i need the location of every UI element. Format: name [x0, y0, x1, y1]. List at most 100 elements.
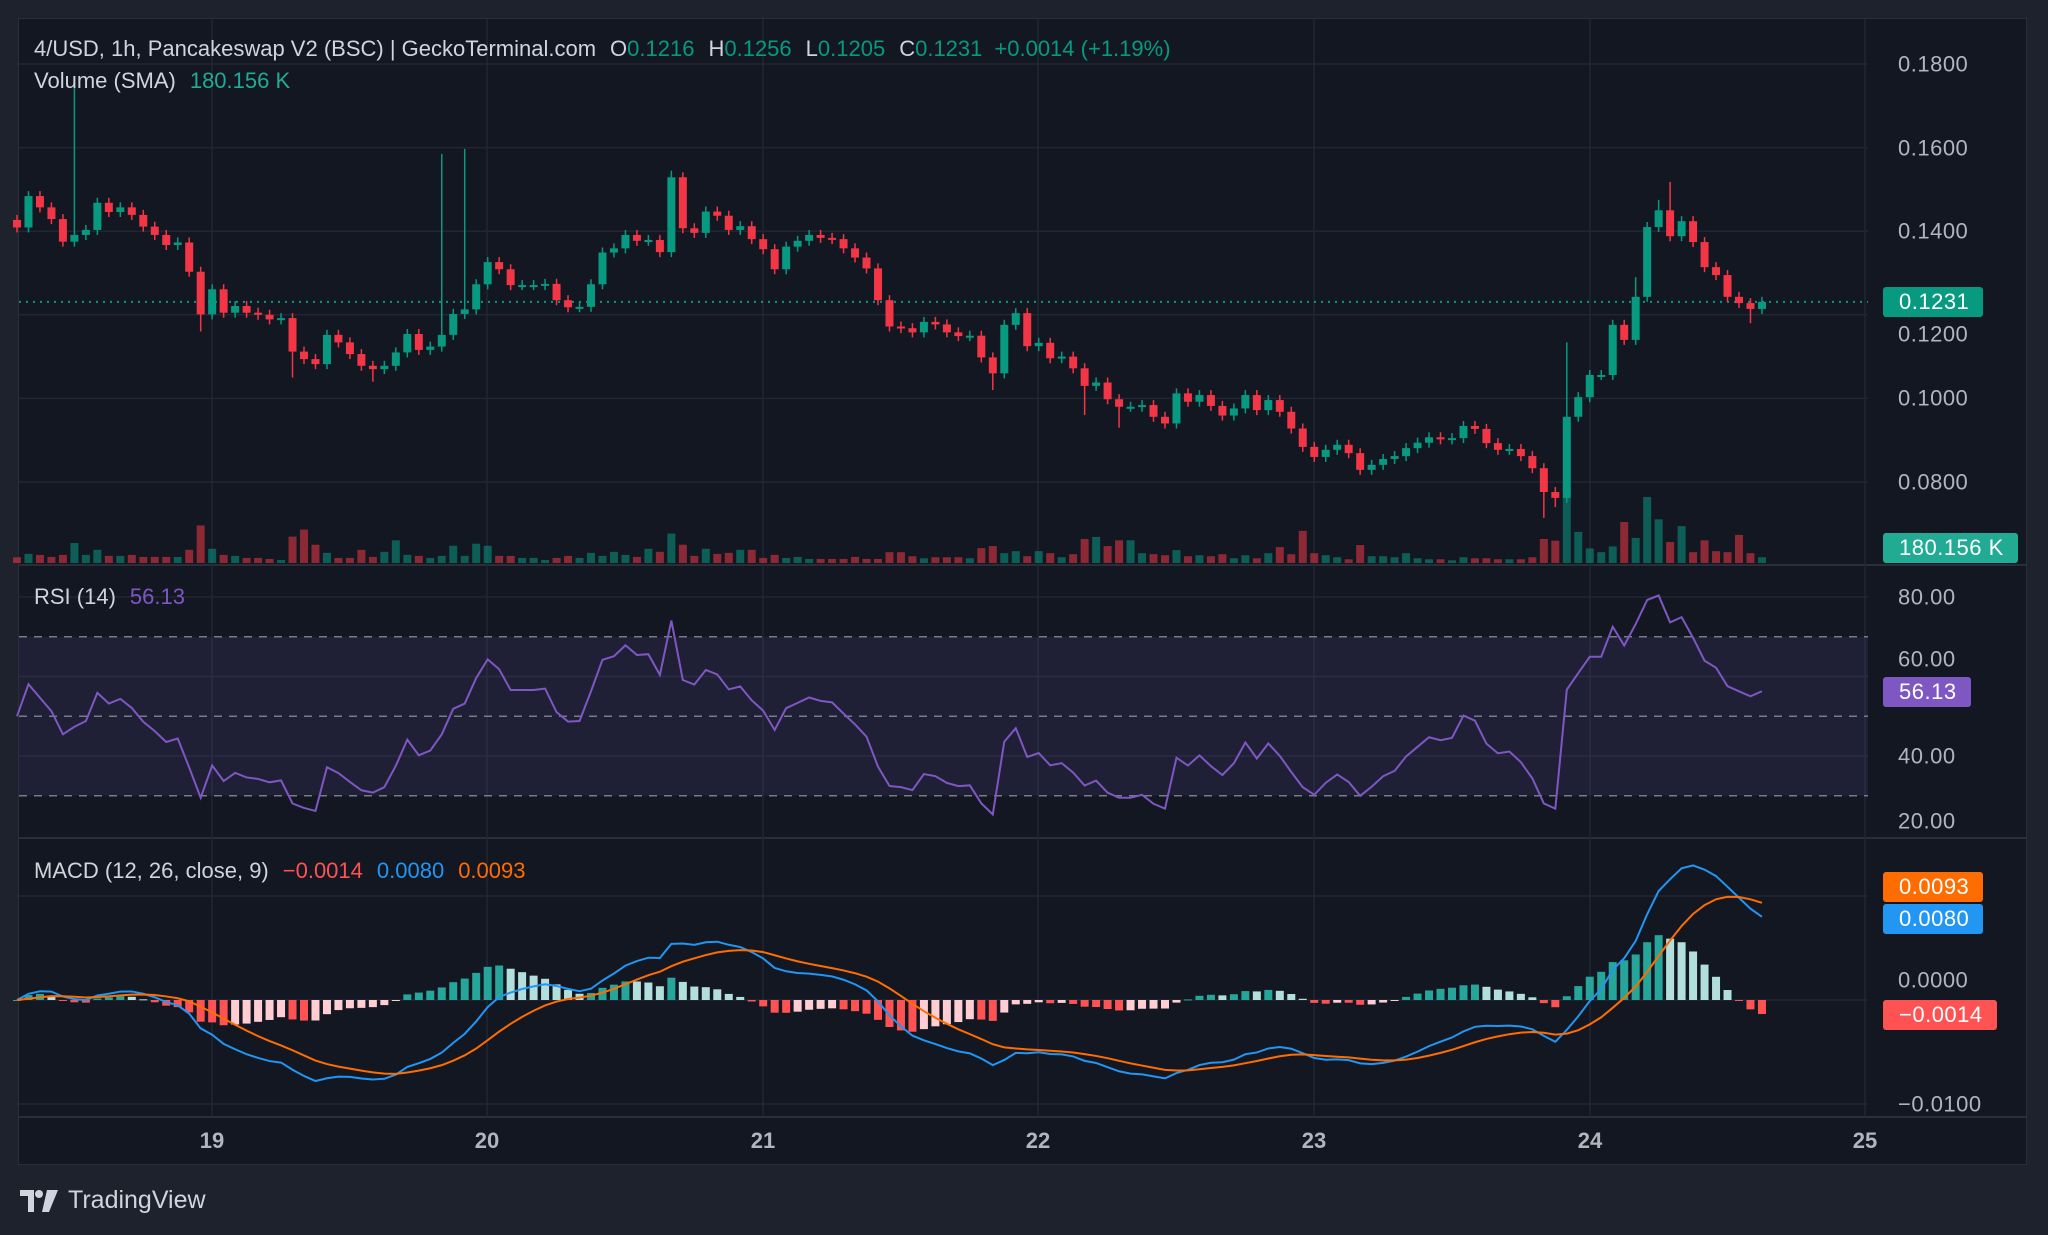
candle-body — [1448, 438, 1456, 441]
volume-bar — [564, 555, 573, 563]
candle-body — [965, 335, 974, 338]
volume-bar — [1620, 522, 1629, 563]
candle-body — [1379, 459, 1388, 465]
macd-histogram-bar — [380, 1000, 389, 1006]
candle-body — [231, 306, 240, 313]
rsi-tick: 40.00 — [1898, 743, 1956, 769]
macd-histogram-bar — [931, 1000, 940, 1027]
candle-body — [483, 262, 492, 285]
candle-body — [1229, 408, 1238, 416]
tradingview-logo[interactable]: TradingView — [20, 1186, 206, 1215]
volume-bar — [1390, 557, 1399, 563]
price-tick: 0.1200 — [1898, 321, 1969, 347]
volume-bar — [311, 544, 320, 563]
volume-bar — [1126, 540, 1135, 563]
volume-bar — [345, 557, 354, 563]
macd-histogram-bar — [1264, 989, 1273, 1000]
candle-body — [196, 271, 205, 315]
volume-bar — [667, 533, 676, 563]
candle-body — [678, 177, 687, 229]
histogram-tag: −0.0014 — [1883, 1000, 1997, 1030]
macd-histogram-bar — [1597, 971, 1606, 1000]
macd-histogram-bar — [47, 995, 56, 1000]
macd-histogram-bar — [322, 1000, 331, 1015]
candle-body — [173, 242, 182, 245]
macd-histogram-bar — [954, 1000, 963, 1023]
macd-histogram-bar — [127, 996, 136, 1000]
macd-histogram-bar — [1448, 987, 1456, 1000]
volume-bar — [701, 548, 710, 563]
candle-body — [426, 346, 435, 350]
volume-bar — [322, 552, 331, 563]
volume-bar — [908, 556, 917, 563]
candle-body — [770, 249, 779, 270]
volume-bar — [828, 558, 837, 563]
volume-bar — [942, 557, 951, 563]
candle-body — [1264, 400, 1273, 411]
candle-body — [644, 239, 653, 242]
volume-bar — [1712, 551, 1721, 563]
macd-histogram-bar — [1585, 976, 1594, 1000]
candle-body — [58, 219, 67, 242]
candle-body — [460, 309, 469, 314]
macd-histogram-bar — [1023, 1000, 1032, 1004]
macd-histogram-bar — [816, 1000, 825, 1009]
volume-bar — [541, 559, 550, 563]
macd-histogram-bar — [1000, 1000, 1009, 1013]
volume-bar — [1000, 553, 1009, 563]
volume-bar — [47, 556, 56, 563]
macd-histogram-bar — [1539, 1000, 1548, 1004]
volume-bar — [1757, 557, 1766, 563]
macd-histogram-bar — [724, 993, 733, 1000]
candle-body — [1689, 221, 1698, 243]
volume-bar — [1310, 553, 1319, 563]
candle-body — [908, 328, 917, 333]
candle-body — [208, 289, 217, 315]
macd-histogram-bar — [472, 972, 481, 1000]
candle-body — [1080, 368, 1089, 386]
macd-histogram-bar — [24, 995, 33, 1000]
candle-body — [896, 326, 905, 329]
macd-histogram-bar — [862, 1000, 871, 1014]
macd-histogram-bar — [678, 981, 687, 1000]
volume-bar — [1643, 497, 1652, 563]
volume-bar — [1080, 538, 1089, 563]
main-legend: 4/USD, 1h, Pancakeswap V2 (BSC) | GeckoT… — [34, 36, 1171, 62]
volume-bar — [1562, 497, 1571, 563]
macd-histogram-bar — [173, 1000, 182, 1008]
volume-bar — [1470, 558, 1479, 563]
candle-body — [1493, 443, 1502, 450]
macd-histogram-bar — [1620, 960, 1629, 1000]
tradingview-logo-icon — [20, 1189, 58, 1212]
macd-histogram-bar — [265, 1000, 274, 1020]
macd-histogram-bar — [1367, 1000, 1376, 1005]
macd-histogram-bar — [1287, 994, 1296, 1000]
macd-histogram-bar — [1712, 976, 1721, 1000]
macd-histogram-bar — [1046, 1000, 1055, 1004]
time-tick: 19 — [199, 1128, 225, 1153]
volume-bar — [1046, 553, 1055, 563]
volume-bar — [1218, 554, 1227, 563]
macd-histogram-bar — [988, 1000, 997, 1021]
candle-body — [357, 354, 366, 366]
macd-histogram-bar — [1379, 1000, 1388, 1003]
macd-histogram-bar — [254, 1000, 263, 1022]
candle-body — [1757, 301, 1766, 309]
volume-bar — [805, 558, 814, 563]
volume-bar — [1172, 550, 1181, 563]
macd-histogram-bar — [1138, 1000, 1147, 1009]
volume-bar — [621, 554, 630, 563]
macd-histogram-bar — [655, 986, 664, 1000]
candle-body — [1425, 437, 1434, 443]
candle-body — [1092, 382, 1101, 386]
volume-bar — [839, 558, 848, 563]
macd-histogram-bar — [541, 978, 550, 1000]
macd-histogram-bar — [1390, 1000, 1399, 1001]
volume-bar — [1149, 554, 1158, 563]
volume-bar — [724, 552, 733, 563]
volume-bar — [965, 558, 974, 563]
macd-histogram-bar — [449, 982, 458, 1000]
candle-body — [1539, 468, 1548, 493]
volume-label: Volume (SMA) — [34, 68, 176, 93]
